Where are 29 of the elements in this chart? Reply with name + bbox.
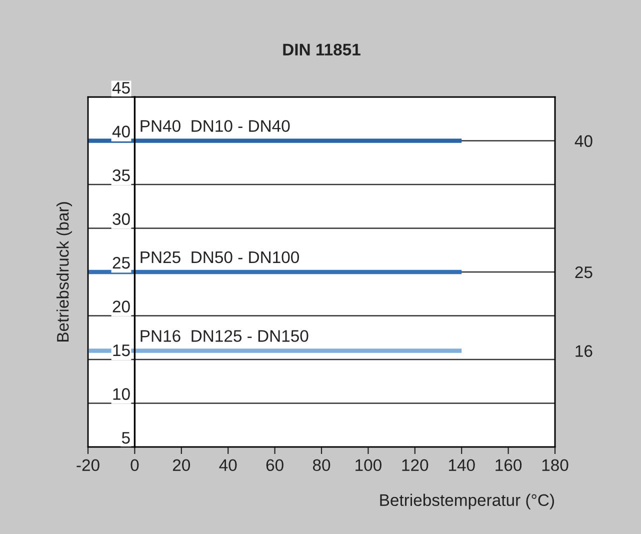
series-label: PN25 DN50 - DN100 [140, 251, 299, 264]
series-label: PN40 DN10 - DN40 [140, 120, 290, 132]
y-tick-label: 45 [112, 82, 130, 94]
x-tick-label: 180 [542, 459, 568, 472]
y-tick-label: 20 [112, 300, 130, 312]
y-tick-label: 30 [112, 213, 130, 225]
y-axis-title: Betriebsdruck (bar) [56, 202, 72, 342]
x-tick-label: 0 [130, 459, 139, 472]
y-tick-label: 25 [112, 256, 130, 269]
x-tick-label: 120 [402, 459, 428, 472]
y2-tick-label: 16 [576, 345, 592, 357]
series-label: PN16 DN125 - DN150 [140, 330, 308, 342]
y-tick-label: 40 [112, 126, 130, 138]
x-tick-label: 40 [219, 459, 237, 472]
x-tick-label: -20 [76, 459, 100, 472]
x-tick-label: 80 [312, 459, 330, 472]
y2-tick-label: 25 [575, 266, 592, 278]
y-tick-label: 5 [122, 432, 130, 444]
y-tick-label: 35 [112, 169, 130, 182]
y-tick-label: 10 [113, 388, 130, 400]
x-tick-label: 60 [266, 459, 284, 472]
x-axis-title: Betriebstemperatur (°C) [380, 494, 554, 510]
x-tick-label: 140 [448, 459, 475, 472]
y-tick-label: 15 [113, 344, 130, 356]
y2-tick-label: 40 [574, 135, 592, 147]
chart-title: DIN 11851 [283, 44, 360, 56]
x-tick-label: 100 [356, 459, 382, 472]
x-tick-label: 20 [172, 459, 190, 472]
x-tick-label: 160 [496, 459, 522, 472]
